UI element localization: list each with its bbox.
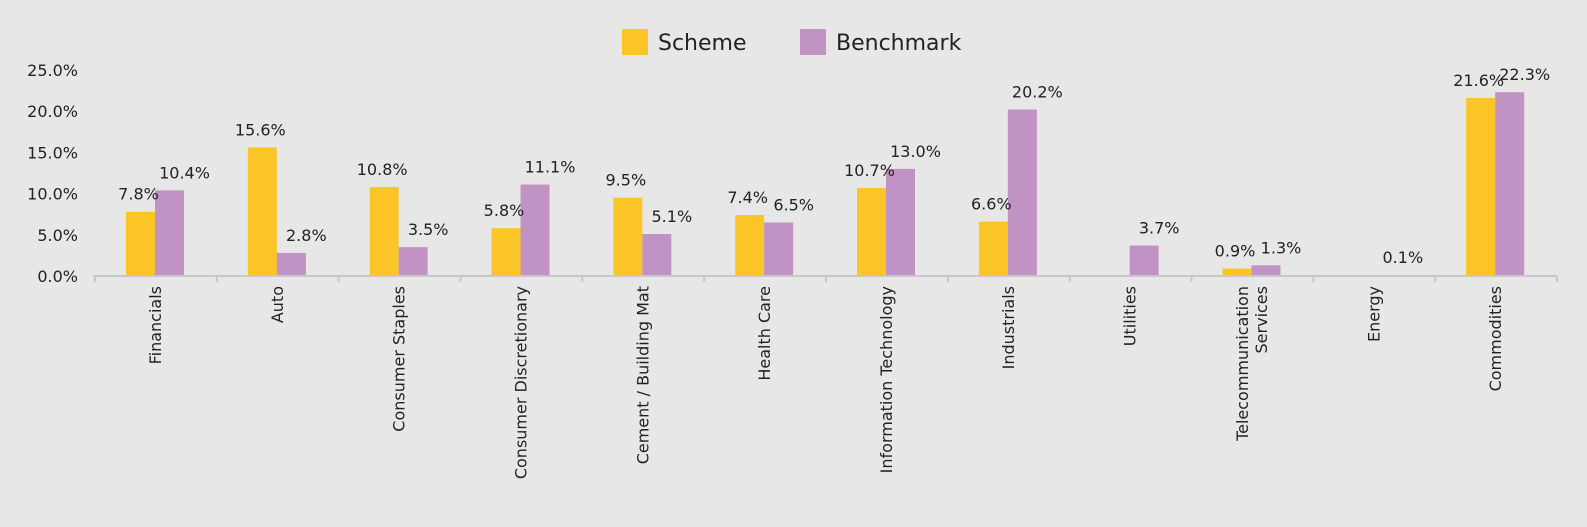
bars [126, 92, 1525, 277]
data-label-scheme: 6.6% [971, 195, 1012, 214]
legend-swatch-scheme [622, 29, 648, 55]
y-tick-label: 0.0% [37, 267, 78, 286]
bar-benchmark [1007, 109, 1037, 276]
x-tick-label: Health Care [755, 286, 774, 381]
legend-label-benchmark: Benchmark [836, 31, 962, 56]
bar-benchmark [398, 247, 428, 276]
data-label-benchmark: 5.1% [652, 207, 693, 226]
bar-scheme [247, 147, 277, 276]
bar-benchmark [155, 190, 184, 276]
x-tick-label: Services [1252, 286, 1271, 353]
data-label-scheme: 10.8% [357, 160, 408, 179]
data-label-benchmark: 22.3% [1499, 65, 1550, 84]
data-label-scheme: 7.8% [118, 185, 159, 204]
bar-scheme [613, 197, 643, 276]
bar-scheme [978, 221, 1008, 276]
x-tick-label: Industrials [999, 286, 1018, 369]
data-label-benchmark: 13.0% [890, 142, 941, 161]
data-label-benchmark: 10.4% [159, 163, 210, 182]
data-label-benchmark: 6.5% [773, 195, 814, 214]
x-tick-label: Consumer Discretionary [511, 286, 530, 479]
y-tick-label: 25.0% [27, 61, 78, 80]
x-tick-label: Utilities [1121, 286, 1140, 346]
x-tick-label: Consumer Staples [390, 286, 409, 432]
bar-benchmark [764, 222, 794, 276]
legend-label-scheme: Scheme [658, 31, 747, 56]
bar-scheme [857, 187, 886, 276]
legend-swatch-benchmark [800, 29, 826, 55]
data-label-scheme: 15.6% [235, 120, 286, 139]
data-label-benchmark: 1.3% [1261, 238, 1302, 257]
data-label-scheme: 5.8% [484, 201, 525, 220]
x-tick-label: Energy [1364, 286, 1383, 342]
x-tick-label: Auto [268, 286, 287, 323]
y-axis: 0.0% 5.0% 10.0% 15.0% 20.0% 25.0% [27, 61, 78, 286]
y-tick-label: 20.0% [27, 102, 78, 121]
bar-scheme [1222, 268, 1252, 276]
data-label-scheme: 21.6% [1453, 71, 1504, 90]
y-tick-label: 10.0% [27, 185, 78, 204]
data-label-benchmark: 11.1% [525, 158, 576, 177]
bar-scheme [735, 215, 765, 276]
bar-benchmark [642, 233, 672, 276]
bar-benchmark [1495, 92, 1525, 276]
bar-benchmark [520, 184, 550, 276]
x-tick-label: Telecommunication [1233, 286, 1252, 442]
data-label-scheme: 0.9% [1215, 242, 1256, 261]
y-tick-label: 5.0% [37, 226, 78, 245]
x-tick-label: Cement / Building Mat [633, 286, 652, 464]
data-label-scheme: 7.4% [727, 188, 768, 207]
data-label-benchmark: 3.5% [408, 220, 449, 239]
x-tick-label: Commodities [1486, 286, 1505, 391]
bar-scheme [491, 228, 521, 276]
y-tick-label: 15.0% [27, 143, 78, 162]
data-label-scheme: 10.7% [844, 161, 895, 180]
data-label-scheme: 9.5% [606, 171, 647, 190]
x-axis: Financials Auto Consumer Staples Consumer D… [93, 275, 1558, 479]
data-label-benchmark: 3.7% [1139, 219, 1180, 238]
data-labels: 7.8%10.4% 15.6% 2.8% 10.8% 3.5% 5.8% 11.1% 9.5%… [118, 65, 1550, 267]
bar-scheme [369, 187, 399, 276]
x-tick-label: Information Technology [877, 286, 896, 473]
data-label-benchmark: 0.1% [1383, 248, 1424, 267]
x-tick-label: Financials [146, 286, 165, 364]
chart-legend: Scheme Benchmark [622, 29, 962, 56]
bar-benchmark [1251, 265, 1281, 276]
bar-scheme [1466, 98, 1496, 277]
bar-scheme [126, 211, 155, 276]
data-label-benchmark: 2.8% [286, 226, 327, 245]
data-label-benchmark: 20.2% [1012, 83, 1063, 102]
bar-benchmark [276, 252, 306, 276]
bar-benchmark [1129, 245, 1159, 276]
bar-benchmark [886, 168, 915, 276]
